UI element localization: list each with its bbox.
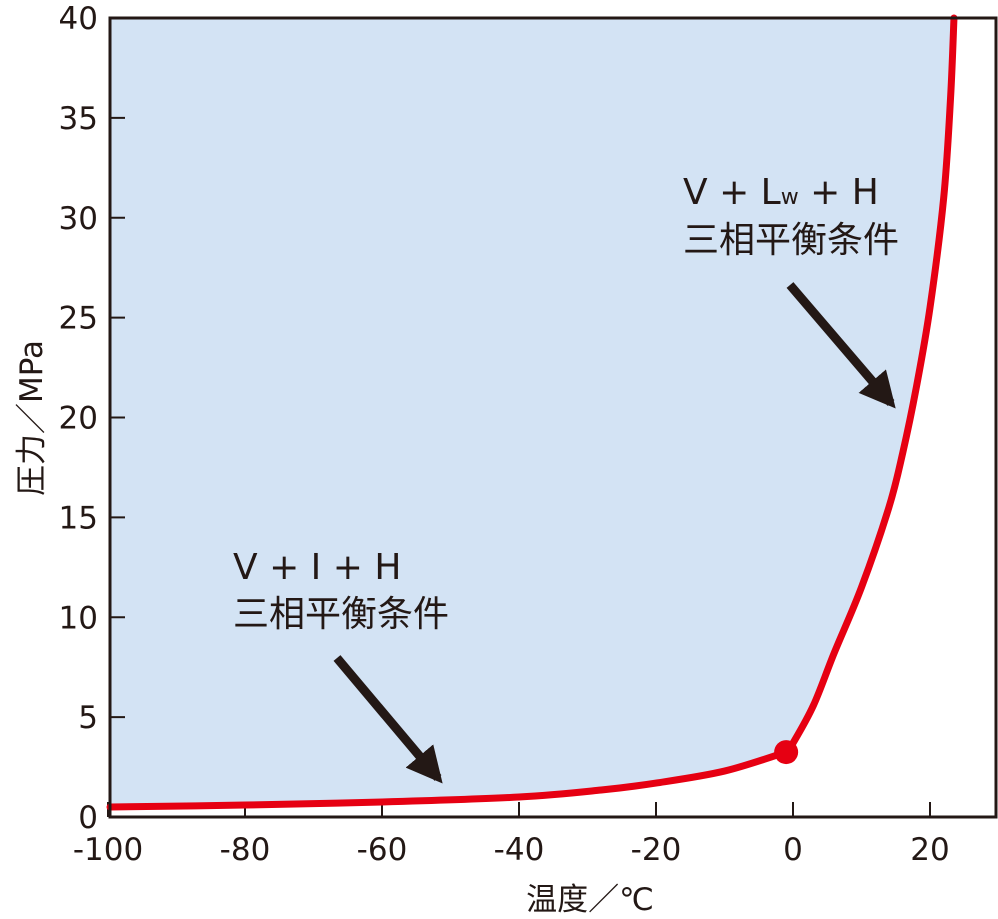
x-tick-label: 20 [910,832,949,868]
y-axis-title: 圧力／MPa [14,340,50,496]
annotation-v-i-h-caption: 三相平衡条件 [233,594,449,635]
annotation-arrow-upper [786,282,896,409]
annotation-v-lw-h: V + Lw + H [683,172,879,213]
hydrate-stable-region [110,18,954,808]
series-line-v-lw-h [782,14,958,756]
x-tick-label: -20 [631,832,682,868]
annotation-arrow-lower [333,655,443,784]
quadruple-point-marker [774,740,799,765]
annotation-v-lw-h-caption: 三相平衡条件 [683,220,899,261]
y-tick-label: 40 [59,1,98,37]
x-tick-label: -100 [73,832,143,868]
y-tick-label: 5 [78,700,98,736]
x-axis-title: 温度／℃ [526,882,654,918]
series-line-v-i-h [106,748,790,811]
y-tick-label: 35 [59,101,98,137]
y-tick-label: 30 [59,201,98,237]
x-tick-label: -40 [494,832,545,868]
y-tick-label: 0 [78,800,98,836]
y-tick-label: 20 [59,401,98,437]
y-tick-label: 10 [59,600,98,636]
annotation-v-i-h: V + I + H [233,547,401,588]
plot-frame [108,16,998,819]
y-tick-label: 25 [59,301,98,337]
x-tick-label: -60 [357,832,408,868]
y-tick-label: 15 [59,500,98,536]
x-tick-label: 0 [783,832,803,868]
x-tick-label: -80 [220,832,271,868]
